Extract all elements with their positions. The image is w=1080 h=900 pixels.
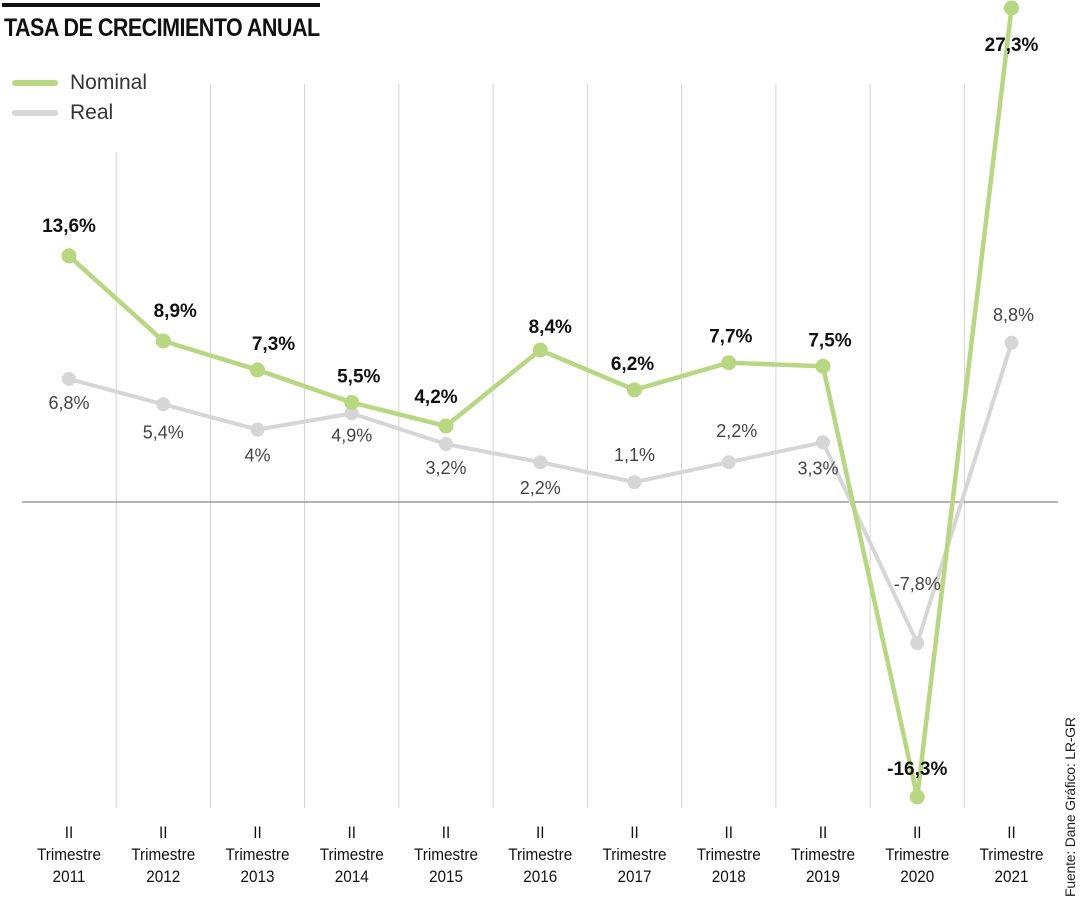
real-data-label: 8,8% — [993, 305, 1034, 325]
title-rule — [2, 3, 320, 7]
x-tick-label-line: Trimestre — [885, 845, 949, 864]
nominal-data-label: 8,9% — [154, 301, 197, 322]
real-data-label: 6,8% — [48, 393, 89, 413]
x-tick-label-line: 2013 — [240, 867, 274, 886]
x-tick-label-line: II — [65, 823, 73, 842]
nominal-data-label: 7,5% — [808, 330, 851, 351]
nominal-series-point — [61, 248, 77, 264]
x-tick-label-line: 2014 — [335, 867, 369, 886]
legend-swatch-nominal — [12, 80, 58, 86]
real-data-label: -7,8% — [894, 574, 941, 594]
x-tick-label: II Trimestre 2013 — [226, 823, 290, 886]
legend-swatch-real — [12, 110, 58, 116]
x-tick-label-line: Trimestre — [226, 845, 290, 864]
real-series-point — [62, 371, 76, 386]
nominal-data-label: 27,3% — [985, 35, 1039, 56]
nominal-series-point — [627, 382, 642, 398]
x-tick-label: II Trimestre 2020 — [885, 823, 949, 886]
nominal-data-label: -16,3% — [887, 759, 947, 780]
x-tick-label-line: II — [348, 823, 356, 842]
nominal-series-point — [250, 362, 265, 378]
x-tick-label-line: 2011 — [53, 867, 86, 886]
x-tick-label: II Trimestre 2012 — [131, 823, 195, 886]
real-series-point — [1004, 335, 1019, 350]
nominal-series-point — [532, 342, 548, 358]
x-tick-label-line: II — [725, 823, 733, 842]
real-series-point — [816, 435, 830, 450]
real-data-label: 3,3% — [797, 458, 838, 478]
nominal-series-point — [815, 358, 831, 374]
real-data-label: 2,2% — [716, 421, 757, 441]
x-tick-label: II Trimestre 2011 — [37, 823, 101, 886]
nominal-series-point — [1004, 0, 1019, 16]
x-tick-label-line: II — [819, 823, 827, 842]
x-tick-label-line: Trimestre — [603, 845, 667, 864]
nominal-data-label: 4,2% — [414, 387, 457, 408]
x-tick-label-line: 2020 — [900, 867, 934, 886]
x-tick-label-line: 2012 — [146, 867, 180, 886]
x-tick-label-line: 2019 — [806, 867, 840, 886]
x-tick-label: II Trimestre 2021 — [980, 823, 1044, 886]
x-tick-label-line: Trimestre — [697, 845, 761, 864]
real-data-label: 3,2% — [425, 458, 466, 478]
real-series-point — [627, 475, 642, 490]
x-tick-label-line: 2016 — [523, 867, 557, 886]
real-series-point — [910, 636, 925, 651]
x-tick-label-line: Trimestre — [508, 845, 572, 864]
nominal-series-point — [909, 789, 925, 805]
nominal-data-label: 7,7% — [709, 327, 752, 348]
x-tick-label-line: Trimestre — [37, 845, 101, 864]
x-tick-label-line: Trimestre — [131, 845, 195, 864]
x-tick-label-line: II — [1007, 823, 1015, 842]
nominal-data-label: 7,3% — [252, 334, 295, 355]
legend-item-nominal: Nominal — [12, 71, 148, 94]
x-tick-label-line: Trimestre — [414, 845, 478, 864]
nominal-series-point — [155, 333, 171, 349]
x-tick-label-line: II — [442, 823, 450, 842]
real-series-point — [344, 406, 359, 421]
legend-label-nominal: Nominal — [70, 71, 148, 94]
chart-title: TASA DE CRECIMIENTO ANUAL — [4, 14, 320, 42]
x-tick-label-line: Trimestre — [791, 845, 855, 864]
real-data-label: 2,2% — [520, 478, 561, 498]
legend-label-real: Real — [70, 101, 114, 124]
real-data-label: 4% — [244, 446, 270, 466]
real-series-point — [250, 422, 265, 437]
x-tick-label-line: 2017 — [617, 867, 651, 886]
real-series-point — [439, 437, 453, 452]
nominal-series-point — [721, 355, 737, 371]
real-series-point — [721, 455, 736, 470]
x-tick-label: II Trimestre 2018 — [697, 823, 761, 886]
x-tick-label-line: II — [630, 823, 638, 842]
nominal-series-point — [344, 395, 360, 410]
x-tick-label-line: Trimestre — [980, 845, 1044, 864]
nominal-data-label: 6,2% — [611, 354, 654, 375]
real-series-point — [156, 397, 171, 412]
real-data-label: 4,9% — [331, 425, 372, 445]
real-series-point — [533, 455, 548, 470]
x-tick-label: II Trimestre 2016 — [508, 823, 572, 886]
x-tick-label-line: Trimestre — [320, 845, 384, 864]
nominal-data-label: 13,6% — [42, 216, 96, 237]
x-tick-label-line: 2018 — [712, 867, 746, 886]
real-data-label: 1,1% — [614, 445, 655, 465]
x-tick-label: II Trimestre 2017 — [603, 823, 667, 886]
nominal-data-label: 8,4% — [529, 317, 572, 338]
x-tick-label-line: II — [913, 823, 921, 842]
x-tick-label-line: II — [536, 823, 544, 842]
nominal-series-point — [438, 418, 454, 434]
x-tick-label: II Trimestre 2015 — [414, 823, 478, 886]
x-tick-label-line: 2015 — [429, 867, 463, 886]
real-data-label: 5,4% — [143, 422, 184, 442]
x-tick-label: II Trimestre 2014 — [320, 823, 384, 886]
source-credit: Fuente: Dane Gráfico: LR-GR — [1062, 717, 1078, 897]
x-tick-label-line: II — [159, 823, 167, 842]
nominal-data-label: 5,5% — [337, 367, 380, 388]
x-tick-label: II Trimestre 2019 — [791, 823, 855, 886]
legend-item-real: Real — [12, 101, 114, 124]
x-tick-label-line: II — [253, 823, 261, 842]
x-tick-label-line: 2021 — [994, 867, 1028, 886]
